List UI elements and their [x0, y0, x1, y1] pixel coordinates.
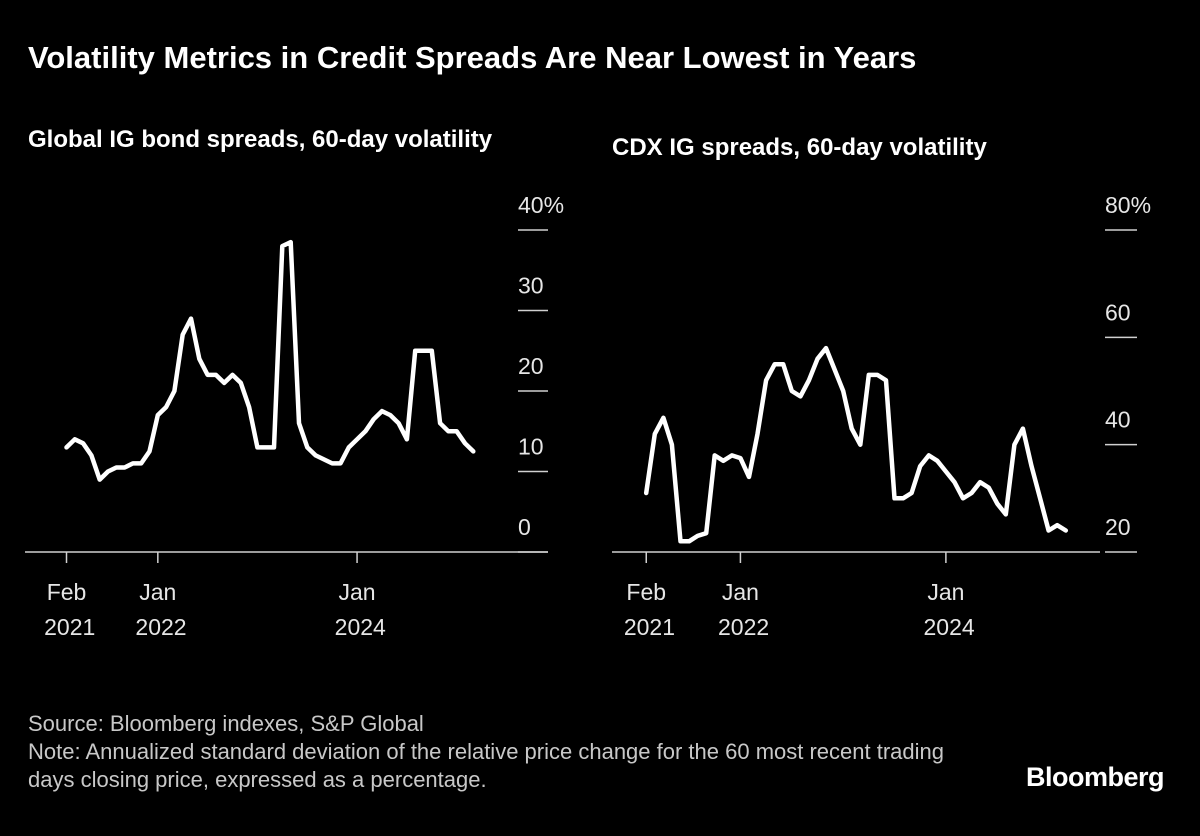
logo: Bloomberg — [1026, 762, 1165, 792]
source: Source: Bloomberg indexes, S&P Global — [28, 711, 424, 736]
y-tick-label: 10 — [518, 434, 544, 460]
y-tick-label: 40 — [1105, 407, 1131, 433]
y-tick-label: 20 — [1105, 514, 1131, 540]
y-tick-label: 40% — [518, 192, 564, 218]
y-tick-label: 80% — [1105, 192, 1151, 218]
chart-title: Global IG bond spreads, 60-day volatilit… — [28, 126, 493, 153]
y-tick-label: 0 — [518, 514, 531, 540]
line — [64, 239, 476, 482]
x-tick-label: Jan 2022 — [712, 579, 770, 640]
x-tick-label: Feb 2021 — [38, 579, 96, 640]
y-tick-label: 60 — [1105, 299, 1131, 325]
chart-title: CDX IG spreads, 60-day volatility — [612, 134, 987, 161]
page-title: Volatility Metrics in Credit Spreads Are… — [28, 40, 917, 75]
y-tick-label: 20 — [518, 353, 544, 379]
x-tick-label: Jan 2024 — [328, 579, 386, 640]
line — [643, 345, 1069, 544]
y-tick-label: 30 — [518, 273, 544, 299]
x-tick-label: Feb 2021 — [617, 579, 675, 640]
x-tick-label: Jan 2022 — [129, 579, 187, 640]
note: Note: Annualized standard deviation of t… — [28, 739, 945, 792]
x-tick-label: Jan 2024 — [917, 579, 975, 640]
